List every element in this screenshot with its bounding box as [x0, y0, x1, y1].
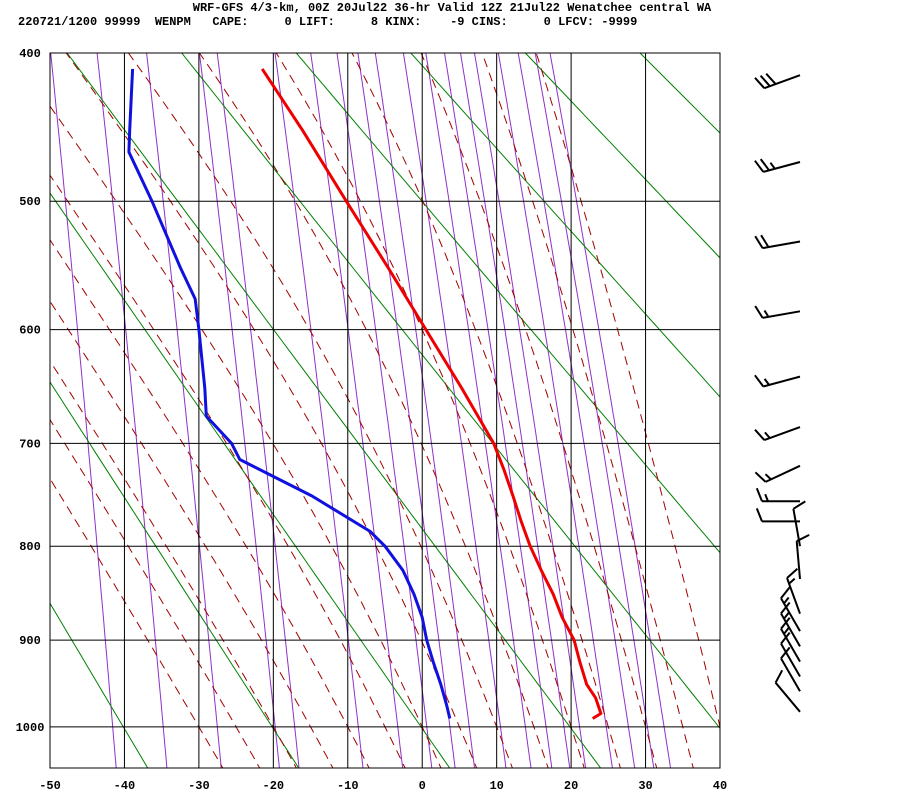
x-tick-label: -30: [188, 779, 210, 793]
y-tick-label: 700: [19, 437, 41, 451]
mixing-ratio-line: [51, 53, 117, 768]
dry-adiabat: [0, 53, 148, 768]
dry-adiabat: [182, 53, 752, 768]
x-tick-label: -10: [337, 779, 359, 793]
wind-barb: [755, 375, 800, 386]
mixing-ratio-line: [311, 53, 403, 768]
mixing-ratio-line: [275, 53, 363, 768]
sounding-stats: 220721/1200 99999 WENPM CAPE: 0 LIFT: 8 …: [18, 15, 637, 29]
x-tick-label: -20: [263, 779, 285, 793]
y-tick-label: 1000: [16, 721, 45, 735]
x-tick-label: 30: [638, 779, 652, 793]
moist-adiabat: [60, 45, 478, 772]
dry-adiabat: [525, 53, 900, 768]
wind-barb: [755, 74, 800, 89]
moist-adiabat: [479, 45, 694, 772]
moist-adiabat: [0, 45, 299, 772]
plot-frame: [50, 53, 720, 768]
wind-barb: [755, 235, 800, 248]
wind-barb: [781, 647, 800, 691]
dry-adiabat: [755, 53, 900, 768]
x-tick-label: -40: [114, 779, 136, 793]
wind-barb: [755, 427, 800, 440]
y-tick-label: 900: [19, 634, 41, 648]
x-tick-label: 10: [489, 779, 503, 793]
moist-adiabat: [534, 45, 731, 772]
x-tick-label: 0: [419, 779, 426, 793]
y-tick-label: 500: [19, 195, 41, 209]
x-tick-label: 40: [713, 779, 727, 793]
dry-adiabat: [411, 53, 900, 768]
y-tick-label: 800: [19, 540, 41, 554]
chart-title: WRF-GFS 4/3-km, 00Z 20Jul22 36-hr Valid …: [193, 1, 712, 15]
reference-lines: [0, 45, 900, 772]
x-tick-label: -50: [39, 779, 61, 793]
wind-barb: [776, 670, 800, 712]
mixing-ratio-line: [461, 53, 570, 768]
mixing-ratio-line: [147, 53, 222, 768]
dry-adiabat: [67, 53, 601, 768]
dry-adiabat: [0, 53, 450, 768]
wind-barb: [787, 569, 800, 614]
dry-adiabat: [0, 53, 299, 768]
mixing-ratio-line: [550, 53, 671, 768]
wind-barb: [755, 306, 800, 318]
dry-adiabat: [640, 53, 900, 768]
mixing-ratio-line: [498, 53, 612, 768]
mixing-ratio-line: [358, 53, 455, 768]
mixing-ratio-line: [518, 53, 635, 768]
y-tick-label: 400: [19, 47, 41, 61]
y-tick-label: 600: [19, 324, 41, 338]
wind-barb: [755, 466, 800, 482]
x-tick-label: 20: [564, 779, 578, 793]
dry-adiabat: [869, 53, 900, 768]
mixing-ratio-line: [535, 53, 654, 768]
moist-adiabat: [7, 45, 443, 772]
moist-adiabat: [0, 45, 225, 772]
wind-barb: [755, 159, 800, 172]
wind-barb: [757, 488, 800, 501]
sounding-line: [262, 69, 601, 719]
